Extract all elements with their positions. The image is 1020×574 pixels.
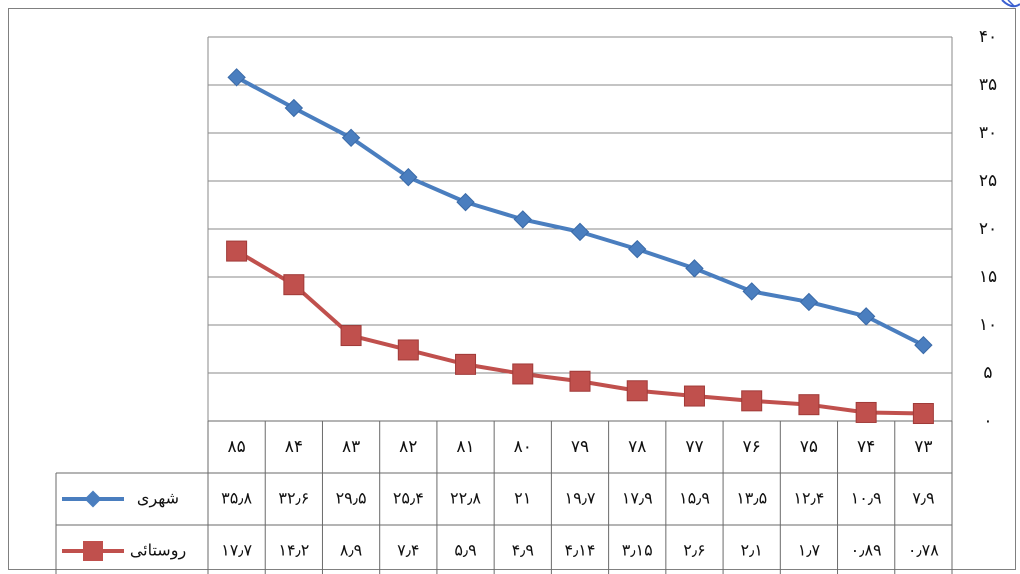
y-tick-label: ۴۰	[979, 27, 997, 47]
x-category-label: ۸۳	[342, 437, 360, 457]
data-label: ۰٫۷۸	[908, 541, 939, 560]
data-point	[798, 394, 820, 416]
data-label: ۲۲٫۸	[450, 489, 481, 508]
data-label: ۱۳٫۵	[736, 489, 767, 508]
data-label: ۳٫۱۵	[622, 541, 653, 560]
data-point	[340, 325, 362, 347]
x-category-label: ۸۵	[227, 437, 245, 457]
data-point	[455, 353, 477, 375]
data-label: ۵٫۹	[454, 541, 476, 560]
data-label: ۲۵٫۴	[393, 489, 424, 508]
data-label: ۲٫۶	[683, 541, 705, 560]
y-tick-label: ۳۵	[979, 75, 997, 95]
data-point	[912, 403, 934, 425]
data-label: ۱۴٫۲	[278, 541, 309, 560]
corner-decoration	[1001, 0, 1020, 8]
data-point	[284, 98, 304, 118]
y-tick-label: ۲۰	[979, 219, 997, 239]
y-tick-label: ۳۰	[979, 123, 997, 143]
y-tick-label: ۱۵	[979, 267, 997, 287]
legend-label: روستائی	[130, 541, 186, 561]
data-label: ۰٫۸۹	[851, 541, 882, 560]
data-label: ۳۲٫۶	[278, 489, 309, 508]
x-category-label: ۸۰	[514, 437, 532, 457]
data-point	[855, 401, 877, 423]
data-point	[456, 192, 475, 212]
x-category-label: ۷۵	[800, 437, 818, 457]
y-tick-label: ۰	[983, 411, 992, 431]
data-label: ۴٫۹	[512, 541, 534, 560]
x-category-label: ۷۷	[685, 437, 703, 457]
legend-marker	[83, 541, 103, 561]
data-point	[569, 370, 591, 392]
data-label: ۱۹٫۷	[565, 489, 596, 508]
legend-marker	[84, 490, 102, 508]
data-label: ۷٫۹	[912, 489, 934, 508]
data-point	[741, 390, 763, 412]
data-label: ۷٫۴	[397, 541, 419, 560]
x-category-label: ۷۴	[857, 437, 875, 457]
data-label: ۴٫۱۴	[565, 541, 596, 560]
data-label: ۲۱	[514, 489, 531, 508]
x-category-label: ۷۳	[914, 437, 932, 457]
y-tick-label: ۱۰	[979, 315, 997, 335]
data-point	[226, 240, 248, 262]
data-label: ۳۵٫۸	[221, 489, 252, 508]
data-point	[628, 239, 647, 259]
data-point	[570, 222, 590, 242]
data-point	[742, 282, 761, 301]
data-label: ۱۰٫۹	[851, 489, 882, 508]
data-label: ۱٫۷	[798, 541, 821, 560]
y-tick-label: ۲۵	[979, 171, 997, 191]
data-point	[513, 210, 532, 229]
data-label: ۲٫۱	[740, 541, 762, 560]
data-point	[397, 339, 419, 361]
x-category-label: ۷۶	[743, 437, 761, 457]
legend-label: شهری	[137, 489, 179, 509]
data-label: ۱۲٫۴	[793, 489, 824, 508]
data-point	[683, 385, 705, 407]
x-category-label: ۷۸	[628, 437, 646, 457]
data-label: ۸٫۹	[340, 541, 362, 560]
data-point	[856, 307, 876, 326]
x-category-label: ۷۹	[571, 437, 589, 457]
x-category-label: ۸۱	[456, 437, 474, 457]
data-label: ۱۷٫۷	[221, 541, 252, 560]
data-point	[512, 363, 534, 385]
data-point	[283, 274, 305, 296]
data-point	[626, 380, 648, 402]
data-point	[341, 128, 361, 148]
data-point	[227, 68, 246, 87]
series-line	[235, 75, 925, 347]
y-tick-label: ۵	[983, 363, 992, 383]
data-point	[799, 292, 819, 312]
x-category-label: ۸۴	[285, 437, 303, 457]
data-point	[914, 335, 933, 355]
data-label: ۲۹٫۵	[336, 489, 367, 508]
data-point	[399, 167, 418, 187]
data-label: ۱۵٫۹	[679, 489, 710, 508]
data-point	[685, 259, 704, 278]
x-category-label: ۸۲	[399, 437, 417, 457]
chart-frame	[8, 8, 1016, 570]
data-label: ۱۷٫۹	[622, 489, 653, 508]
